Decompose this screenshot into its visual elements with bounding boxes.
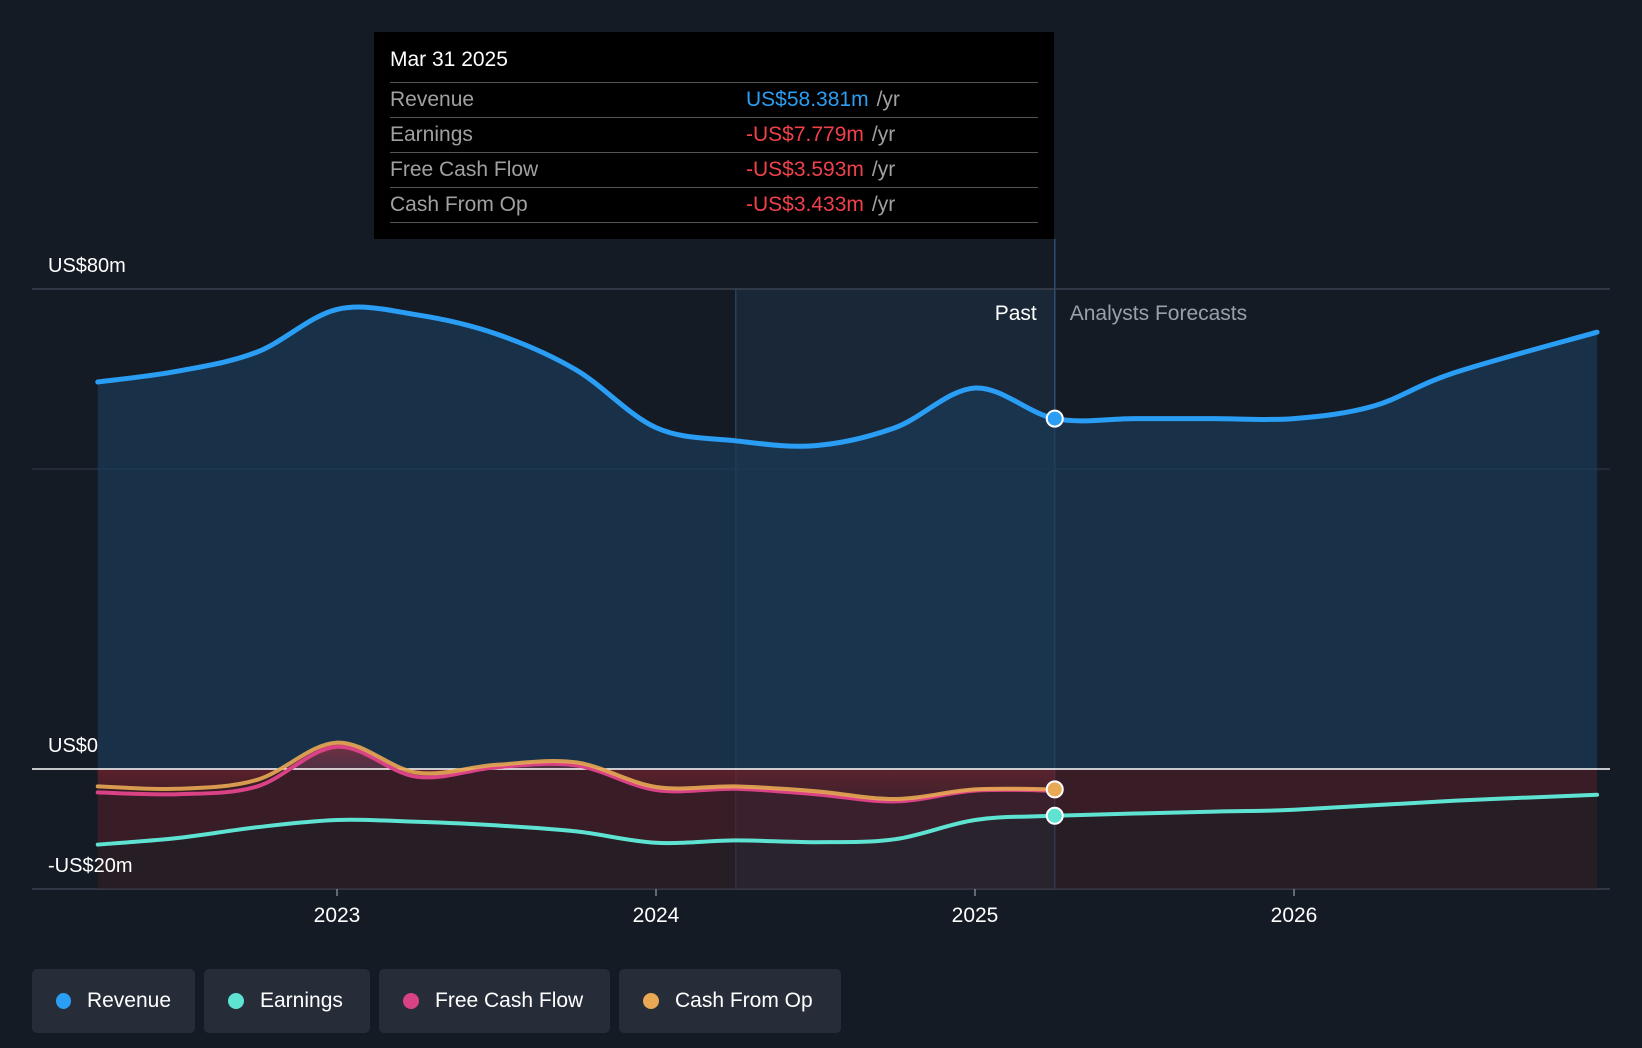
earnings-dot-icon	[228, 993, 244, 1009]
tooltip-value: -US$7.779m	[746, 123, 864, 146]
revenue-line	[95, 304, 1600, 449]
forecast-label: Analysts Forecasts	[1070, 302, 1247, 325]
free-cash-flow-dot-icon	[403, 993, 419, 1009]
y-axis-label: US$0	[48, 735, 98, 757]
cash-from-op-marker	[1045, 780, 1064, 799]
legend-item-earnings[interactable]: Earnings	[204, 969, 370, 1033]
legend-label: Revenue	[86, 989, 171, 1012]
tooltip-value: -US$3.433m	[746, 193, 864, 216]
earnings-line	[95, 792, 1600, 847]
tooltip: Mar 31 2025 Revenue US$58.381m /yr Earni…	[374, 32, 1054, 239]
negative-zone	[97, 769, 1598, 889]
tooltip-row-free-cash-flow: Free Cash Flow -US$3.593m /yr	[390, 152, 1038, 187]
revenue-dot-icon	[56, 993, 71, 1009]
tooltip-unit: /yr	[871, 158, 896, 181]
tooltip-row-revenue: Revenue US$58.381m /yr	[390, 82, 1038, 117]
tooltip-date: Mar 31 2025	[390, 48, 508, 71]
x-axis-label: 2025	[952, 904, 999, 927]
free-cash-flow-line	[95, 744, 1057, 804]
earnings-area	[97, 769, 1598, 845]
legend-label: Cash From Op	[675, 989, 813, 1012]
tooltip-value: US$58.381m	[746, 88, 869, 111]
tooltip-row-earnings: Earnings -US$7.779m /yr	[390, 117, 1038, 152]
past-label: Past	[995, 302, 1037, 325]
x-axis-label: 2026	[1271, 904, 1318, 927]
legend: Revenue Earnings Free Cash Flow Cash Fro…	[32, 969, 841, 1033]
earnings-marker	[1045, 806, 1064, 825]
legend-label: Free Cash Flow	[435, 989, 584, 1012]
y-axis-label: US$80m	[48, 255, 126, 277]
tooltip-unit: /yr	[871, 193, 896, 216]
legend-item-free-cash-flow[interactable]: Free Cash Flow	[379, 969, 610, 1033]
tooltip-unit: /yr	[876, 88, 900, 111]
x-axis-label: 2023	[314, 904, 361, 927]
legend-item-revenue[interactable]: Revenue	[32, 969, 195, 1033]
tooltip-label: Free Cash Flow	[390, 158, 539, 181]
revenue-marker	[1045, 409, 1064, 428]
tooltip-value: -US$3.593m	[746, 158, 864, 181]
tooltip-label: Revenue	[390, 88, 475, 111]
tooltip-unit: /yr	[871, 123, 896, 146]
cash-from-op-line	[95, 740, 1057, 802]
tooltip-label: Cash From Op	[390, 193, 528, 216]
tooltip-label: Earnings	[390, 123, 473, 146]
y-axis-label: -US$20m	[48, 855, 132, 877]
cash-from-op-area	[97, 742, 1055, 800]
cash-from-op-dot-icon	[643, 993, 659, 1009]
legend-label: Earnings	[260, 989, 343, 1012]
tooltip-row-cash-from-op: Cash From Op -US$3.433m /yr	[390, 187, 1038, 223]
x-axis-label: 2024	[633, 904, 680, 927]
legend-item-cash-from-op[interactable]: Cash From Op	[619, 969, 841, 1033]
revenue-area	[97, 307, 1598, 769]
